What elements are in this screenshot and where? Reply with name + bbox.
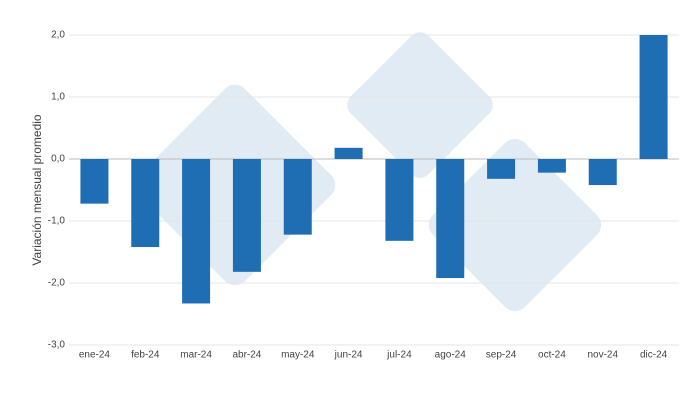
x-tick-label: dic-24: [640, 350, 668, 361]
y-tick-label: -2,0: [48, 278, 66, 289]
x-tick-label: jun-24: [334, 350, 363, 361]
x-tick-label: ene-24: [79, 350, 111, 361]
bar: [385, 159, 414, 241]
x-tick-label: jul-24: [386, 350, 412, 361]
y-tick-label: 2,0: [51, 30, 65, 41]
x-tick-label: mar-24: [180, 350, 212, 361]
y-tick-label: 1,0: [51, 92, 65, 103]
bar: [487, 159, 516, 179]
y-tick-label: -1,0: [48, 216, 66, 227]
y-tick-label: 0,0: [51, 154, 65, 165]
bar: [283, 159, 312, 235]
x-tick-label: sep-24: [486, 350, 517, 361]
bar: [334, 147, 363, 159]
bar: [537, 159, 566, 173]
bar: [639, 35, 668, 159]
y-axis-label: Variación mensual promedio: [30, 114, 44, 266]
x-tick-label: nov-24: [587, 350, 618, 361]
bar: [588, 159, 617, 186]
x-tick-label: feb-24: [131, 350, 160, 361]
bar: [232, 159, 261, 272]
x-tick-label: abr-24: [232, 350, 261, 361]
x-tick-label: ago-24: [435, 350, 467, 361]
bar: [131, 159, 160, 248]
bar: [436, 159, 465, 279]
y-tick-label: -3,0: [48, 340, 66, 351]
bar: [182, 159, 211, 304]
bar: [80, 159, 109, 204]
x-tick-label: oct-24: [538, 350, 566, 361]
x-tick-label: may-24: [281, 350, 315, 361]
